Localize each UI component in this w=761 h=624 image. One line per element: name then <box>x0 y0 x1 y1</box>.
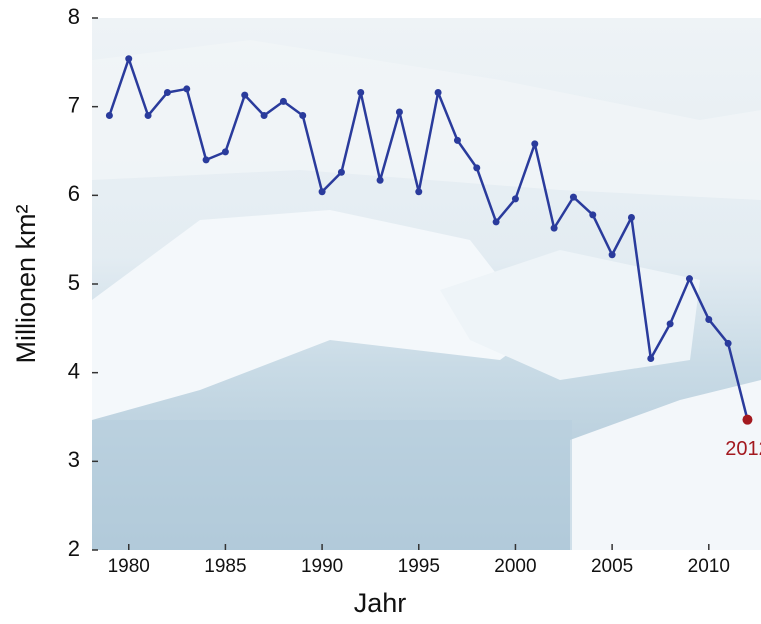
point <box>164 89 171 96</box>
point <box>589 211 596 218</box>
highlight-point <box>742 415 752 425</box>
point <box>667 320 674 327</box>
point <box>261 112 268 119</box>
x-tick-label: 1980 <box>108 556 150 577</box>
point <box>145 112 152 119</box>
point <box>570 194 577 201</box>
x-tick-label: 2005 <box>591 556 633 577</box>
point <box>435 89 442 96</box>
point <box>319 188 326 195</box>
point <box>396 108 403 115</box>
y-tick-label: 6 <box>68 181 80 206</box>
background-photo <box>92 18 761 550</box>
x-tick-label: 1990 <box>301 556 343 577</box>
point <box>531 140 538 147</box>
point <box>705 316 712 323</box>
point <box>125 55 132 62</box>
x-axis-label: Jahr <box>354 588 407 618</box>
point <box>338 169 345 176</box>
y-tick-label: 4 <box>68 358 80 383</box>
x-tick-label: 2000 <box>494 556 536 577</box>
point <box>512 195 519 202</box>
point <box>551 225 558 232</box>
point <box>222 148 229 155</box>
point <box>628 214 635 221</box>
y-tick-label: 5 <box>68 270 80 295</box>
x-tick-label: 2010 <box>688 556 730 577</box>
point <box>473 164 480 171</box>
point <box>454 137 461 144</box>
point <box>415 188 422 195</box>
y-tick-label: 8 <box>68 4 80 29</box>
highlight-label: 2012 <box>725 438 761 460</box>
point <box>203 156 210 163</box>
x-tick-label: 1985 <box>204 556 246 577</box>
point <box>609 251 616 258</box>
point <box>647 355 654 362</box>
y-tick-label: 7 <box>68 92 80 117</box>
y-axis-label: Millionen km² <box>11 204 41 363</box>
point <box>493 218 500 225</box>
point <box>183 85 190 92</box>
y-tick-label: 2 <box>68 536 80 561</box>
point <box>357 89 364 96</box>
point <box>686 275 693 282</box>
y-tick-label: 3 <box>68 447 80 472</box>
point <box>280 98 287 105</box>
point <box>106 112 113 119</box>
chart: Jahr Millionen km² 2 3 4 5 6 7 8 1980 1985 1990 19… <box>0 0 761 624</box>
point <box>377 177 384 184</box>
point <box>299 112 306 119</box>
x-tick-label: 1995 <box>398 556 440 577</box>
point <box>241 92 248 99</box>
point <box>725 340 732 347</box>
